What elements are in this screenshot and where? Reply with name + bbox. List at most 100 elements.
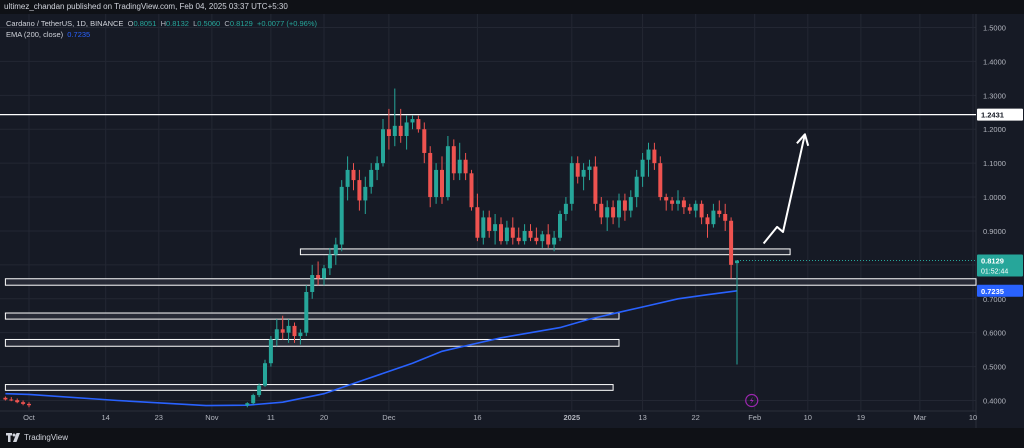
candle-up <box>676 200 680 204</box>
candle-up <box>493 224 498 231</box>
candle-down <box>717 210 722 214</box>
candle-up <box>245 403 250 406</box>
legend-h-label: H <box>160 19 166 28</box>
time-axis-label: 13 <box>638 413 646 422</box>
candle-up <box>628 197 633 211</box>
candle-up <box>693 203 698 211</box>
candle-down <box>475 207 480 238</box>
candle-down <box>27 403 31 406</box>
candle-down <box>463 159 468 174</box>
legend-symbol[interactable]: Cardano / TetherUS, 1D, BINANCE <box>6 19 124 28</box>
candle-down <box>451 146 456 174</box>
legend-ema-label[interactable]: EMA (200, close) <box>6 30 64 39</box>
legend-close: 0.8129 <box>229 19 253 28</box>
lightning-event-icon[interactable] <box>745 393 759 408</box>
ema-price-tag: 0.7235 <box>981 287 1004 296</box>
candle-up <box>481 217 486 238</box>
candle-up <box>569 163 574 204</box>
candle-down <box>575 163 580 177</box>
candle-up <box>404 122 409 137</box>
candle-down <box>599 203 604 218</box>
footer-brand[interactable]: TradingView <box>24 433 69 442</box>
candle-down <box>487 217 492 231</box>
candle-up <box>257 385 262 396</box>
candle-up <box>522 230 527 242</box>
candle-up <box>322 268 326 279</box>
price-axis-label: 0.7000 <box>983 295 1006 304</box>
candle-down <box>611 207 616 218</box>
legend-low: 0.5060 <box>197 19 221 28</box>
candle-up <box>375 163 380 170</box>
time-axis-label: 23 <box>155 413 163 422</box>
candle-down <box>534 237 539 242</box>
ema-200-line <box>5 290 738 407</box>
candle-up <box>445 146 450 198</box>
last-price-tag-bg <box>977 254 1023 277</box>
candle-down <box>499 224 503 242</box>
candle-down <box>316 275 321 279</box>
candle-up <box>634 176 639 198</box>
price-axis-label: 0.4000 <box>983 397 1006 406</box>
candle-down <box>510 227 515 238</box>
time-axis-label: 10 <box>804 413 812 422</box>
candle-up <box>410 119 415 123</box>
candle-up <box>640 159 645 177</box>
candle-down <box>280 329 285 333</box>
candle-up <box>263 363 267 386</box>
legend-symbol-row: Cardano / TetherUS, 1D, BINANCE O0.8051 … <box>6 18 317 29</box>
candle-down <box>398 125 403 137</box>
price-chart[interactable]: 1.5000 1.4000 1.3000 1.2000 1.1000 1.0000 0.90… <box>0 14 1024 428</box>
candle-down <box>652 149 657 164</box>
support-zone-box[interactable] <box>299 248 791 256</box>
support-zone-box[interactable] <box>4 384 614 391</box>
time-axis-label: 20 <box>320 413 328 422</box>
legend-ema-row: EMA (200, close) 0.7235 <box>6 29 317 40</box>
projection-arrow[interactable] <box>762 134 806 245</box>
candle-down <box>416 119 421 130</box>
level-tag: 1.2431 <box>981 111 1004 120</box>
legend-l-label: L <box>193 19 198 28</box>
price-axis-label: 0.5000 <box>983 363 1006 372</box>
candle-down <box>681 200 686 208</box>
candle-up <box>333 244 338 255</box>
support-zone-box[interactable] <box>4 338 620 347</box>
time-axis-label: 2025 <box>563 413 580 422</box>
candle-down <box>622 200 627 211</box>
candle-up <box>735 260 739 264</box>
candle-up <box>504 227 509 242</box>
candle-up <box>605 207 610 218</box>
candle-up <box>363 186 368 201</box>
projection-arrow-head <box>796 133 810 147</box>
candle-down <box>292 325 297 337</box>
candle-up <box>617 200 621 218</box>
legend-o-label: O <box>127 19 134 28</box>
price-axis-label: 1.0000 <box>983 193 1006 202</box>
tradingview-logo-icon[interactable] <box>6 428 20 448</box>
footer-bar: TradingView <box>0 428 1024 448</box>
time-axis-label: Mar <box>913 413 926 422</box>
price-axis-label: 1.1000 <box>983 159 1006 168</box>
candle-down <box>670 200 675 204</box>
candle-up <box>298 332 303 337</box>
candle-up <box>540 234 545 242</box>
chart-legend: Cardano / TetherUS, 1D, BINANCE O0.8051 … <box>6 18 317 40</box>
candle-down <box>723 214 728 221</box>
support-zone-box[interactable] <box>4 278 977 286</box>
candle-down <box>357 180 362 201</box>
candle-up <box>339 186 344 245</box>
candle-down <box>3 397 8 400</box>
support-zone-box[interactable] <box>4 312 620 320</box>
candle-down <box>422 129 427 153</box>
candle-up <box>552 237 557 245</box>
candle-down <box>687 207 692 211</box>
lightning-bolt-icon <box>749 396 754 405</box>
publisher-header: ultimez_chandan published on TradingView… <box>0 0 1024 14</box>
level-tag-bg <box>977 108 1023 121</box>
price-axis-label: 1.4000 <box>983 57 1006 66</box>
candle-down <box>516 237 521 242</box>
legend-ema-value: 0.7235 <box>67 30 91 39</box>
publisher-line: ultimez_chandan published on TradingView… <box>4 2 288 11</box>
candle-down <box>9 399 14 401</box>
candle-up <box>310 275 315 292</box>
legend-change: +0.0077 (+0.96%) <box>256 19 317 28</box>
